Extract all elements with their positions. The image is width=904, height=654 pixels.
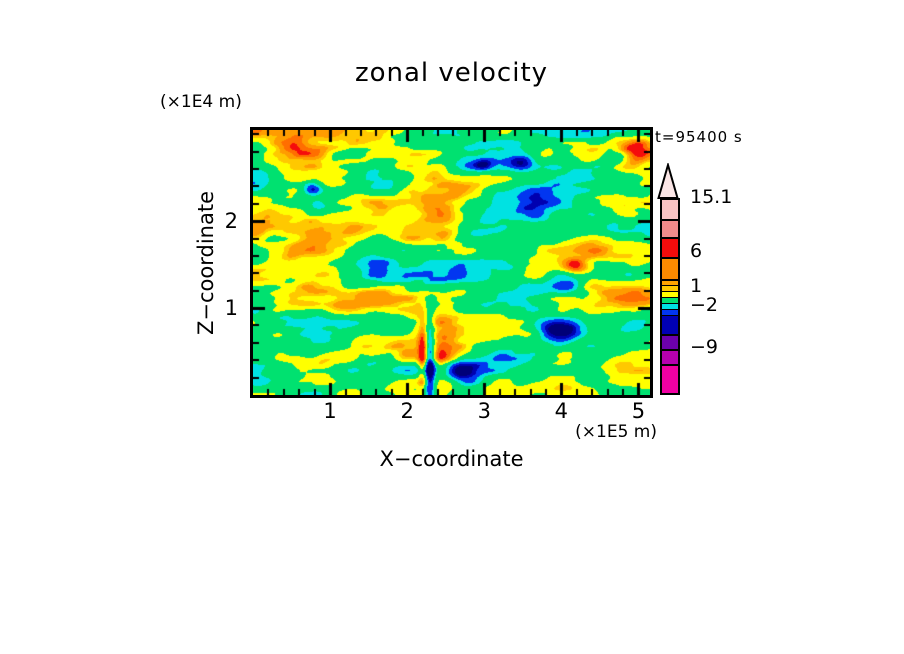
colorbar-band <box>662 200 678 219</box>
colorbar-tick-label: 1 <box>690 275 703 297</box>
colorbar-band <box>662 237 678 257</box>
colorbar-tick-label: 6 <box>690 240 703 262</box>
colorbar-tick-label: −9 <box>690 336 719 358</box>
x-tick-label: 4 <box>554 399 569 423</box>
colorbar-band <box>662 303 678 309</box>
colorbar-tick-label: 15.1 <box>690 186 733 208</box>
colorbar-band <box>662 309 678 315</box>
x-tick-label: 5 <box>631 399 646 423</box>
colorbar-band <box>662 291 678 297</box>
colorbar-band <box>662 349 678 364</box>
colorbar-band <box>662 219 678 237</box>
colorbar-band <box>662 257 678 279</box>
plot-area <box>250 127 653 398</box>
colorbar-band <box>662 334 678 349</box>
x-axis-unit-label: (×1E5 m) <box>575 422 657 442</box>
contour-field-canvas <box>253 130 650 395</box>
colorbar-band <box>662 315 678 334</box>
colorbar-band <box>662 364 678 393</box>
x-tick-label: 1 <box>323 399 337 423</box>
y-tick-label: 1 <box>224 296 238 321</box>
colorbar-band <box>662 279 678 285</box>
y-tick-label: 2 <box>224 209 238 234</box>
time-stamp-label: t=95400 s <box>655 128 743 146</box>
x-tick-label: 3 <box>477 399 491 423</box>
x-axis-title: X−coordinate <box>379 447 524 471</box>
y-axis-unit-label: (×1E4 m) <box>160 92 242 112</box>
colorbar-arrow-tip-icon <box>657 163 679 199</box>
colorbar-band <box>662 285 678 291</box>
x-tick-label: 2 <box>400 399 414 423</box>
chart-title: zonal velocity <box>354 58 549 88</box>
colorbar <box>660 198 680 395</box>
colorbar-band <box>662 297 678 303</box>
colorbar-tick-label: −2 <box>690 294 719 316</box>
